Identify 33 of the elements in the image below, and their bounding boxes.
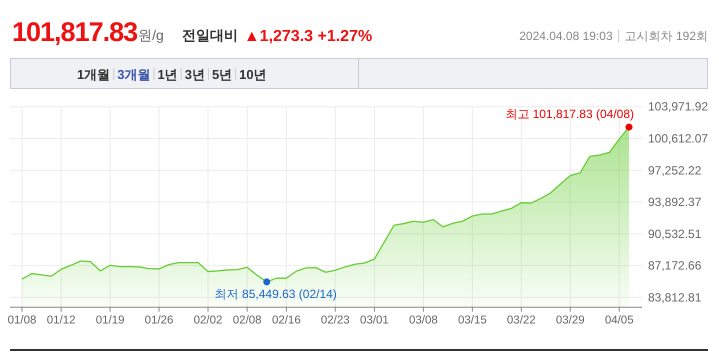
x-tick-label: 03/01 — [360, 314, 389, 327]
y-tick-label: 97,252.22 — [648, 163, 702, 178]
text: 1년 — [157, 67, 178, 82]
x-tick-label: 03/15 — [458, 314, 487, 327]
x-tick-label: 03/22 — [506, 314, 536, 327]
x-tick-label: 01/12 — [46, 314, 76, 327]
chart-title: 101,817.83원/g — [12, 17, 164, 47]
annotation: 최고 101,817.83 (04/08) — [505, 107, 634, 122]
text: 5년 — [212, 67, 232, 82]
annotation: 최저 85,449.63 (02/14) — [214, 286, 337, 301]
x-tick-label: 01/08 — [8, 314, 36, 327]
y-tick-label: 100,612.07 — [648, 131, 708, 146]
text: 고시회차 192회 — [624, 29, 708, 43]
x-tick-label: 02/23 — [320, 314, 350, 327]
x-tick-label: 01/26 — [144, 314, 174, 327]
text: 2024.04.08 19:03 — [519, 29, 613, 43]
x-tick-label: 03/29 — [556, 314, 585, 327]
text: 3년 — [184, 67, 205, 82]
y-tick-label: 87,172.66 — [648, 258, 702, 273]
text: 10년 — [239, 67, 267, 82]
x-tick-label: 02/08 — [232, 314, 262, 327]
x-tick-label: 02/02 — [194, 314, 222, 327]
x-tick-label: 02/16 — [272, 314, 301, 327]
y-tick-label: 83,812.81 — [648, 290, 702, 304]
x-tick-label: 04/05 — [604, 314, 634, 327]
text: 1개월 — [77, 67, 110, 82]
x-tick-label: 01/19 — [96, 314, 125, 327]
y-tick-label: 90,532.51 — [648, 226, 702, 241]
x-tick-label: 03/08 — [409, 314, 438, 327]
y-tick-label: 93,892.37 — [648, 195, 702, 210]
y-tick-label: 103,971.92 — [648, 100, 708, 114]
text: 3개월 — [117, 67, 150, 82]
chart-subtitle: 전일대비 ▲1,273.3 +1.27% — [182, 27, 372, 45]
